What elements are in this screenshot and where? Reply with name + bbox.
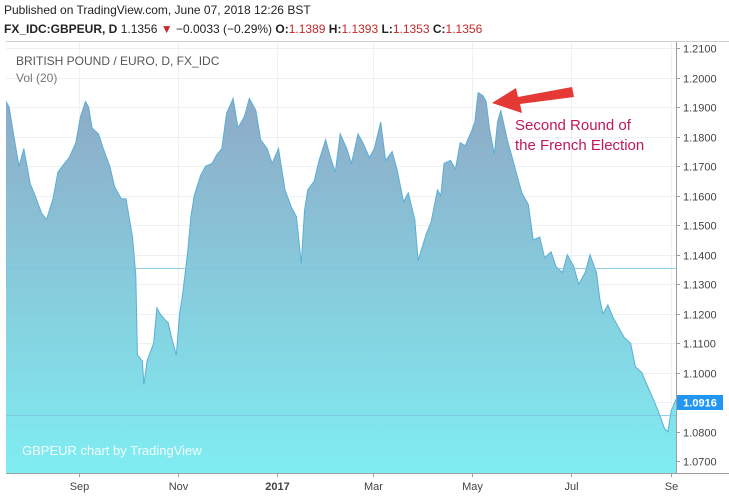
annotation-line-2: the French Election <box>515 137 644 154</box>
close-label: C: <box>432 22 446 36</box>
plot-border-top <box>6 41 729 42</box>
symbol-label: FX_IDC:GBPEUR, D <box>4 22 118 36</box>
y-tick-label: 1.1300 <box>683 280 717 292</box>
y-tick-label: 1.0700 <box>683 457 717 469</box>
x-tick-label: Sep <box>70 481 90 493</box>
y-tick-label: 1.1200 <box>683 310 717 322</box>
open-value: 1.1389 <box>288 22 326 36</box>
x-tick-label: 2017 <box>265 481 289 493</box>
volume-indicator-label: Vol (20) <box>16 71 57 85</box>
y-tick-label: 1.1800 <box>683 133 717 145</box>
y-tick-label: 1.1500 <box>683 221 717 233</box>
y-tick-label: 1.0800 <box>683 428 717 440</box>
y-tick-label: 1.2000 <box>683 74 717 86</box>
x-tick-label: Jul <box>564 481 578 493</box>
last-price-badge: 1.0916 <box>677 395 723 410</box>
down-arrow-icon: ▼ <box>160 22 173 36</box>
x-tick-label: Nov <box>169 481 189 493</box>
low-value: 1.1353 <box>392 22 430 36</box>
x-tick-label: Se <box>665 481 678 493</box>
high-label: H: <box>328 22 342 36</box>
y-tick-label: 1.2100 <box>683 44 717 56</box>
price-area <box>6 92 676 473</box>
last-price-badge-text: 1.0916 <box>683 398 717 410</box>
x-tick-label: May <box>462 481 483 493</box>
close-value: 1.1356 <box>445 22 483 36</box>
chart-title: BRITISH POUND / EURO, D, FX_IDC <box>16 54 220 68</box>
y-axis: 1.2100 1.2000 1.1900 1.1800 1.1700 1.1600 1.15… <box>676 44 717 469</box>
open-label: O: <box>275 22 289 36</box>
price-change: −0.0033 (−0.29%) <box>175 22 273 36</box>
chart-frame[interactable]: 1.2100 1.2000 1.1900 1.1800 1.1700 1.1600 1.15… <box>0 41 729 499</box>
price-lines <box>6 268 676 416</box>
high-value: 1.1393 <box>341 22 379 36</box>
quote-bar: FX_IDC:GBPEUR, D 1.1356 ▼ −0.0033 (−0.29… <box>4 22 482 36</box>
published-note: Published on TradingView.com, June 07, 2… <box>4 3 311 17</box>
y-tick-label: 1.1900 <box>683 103 717 115</box>
price-line <box>5 91 677 433</box>
y-tick-label: 1.1000 <box>683 369 717 381</box>
last-price: 1.1356 <box>120 22 158 36</box>
annotation-arrow-icon <box>492 87 574 113</box>
x-tick-label: Mar <box>364 481 383 493</box>
low-label: L: <box>381 22 393 36</box>
y-tick-label: 1.1700 <box>683 162 717 174</box>
watermark-text: GBPEUR chart by TradingView <box>22 443 202 458</box>
y-tick-label: 1.1100 <box>683 339 716 351</box>
x-axis: Sep Nov 2017 Mar May Jul Se <box>70 473 678 493</box>
price-chart[interactable]: 1.2100 1.2000 1.1900 1.1800 1.1700 1.1600 1.15… <box>0 41 729 499</box>
y-tick-label: 1.1400 <box>683 251 717 263</box>
annotation-line-1: Second Round of <box>515 117 632 134</box>
y-tick-label: 1.1600 <box>683 192 717 204</box>
